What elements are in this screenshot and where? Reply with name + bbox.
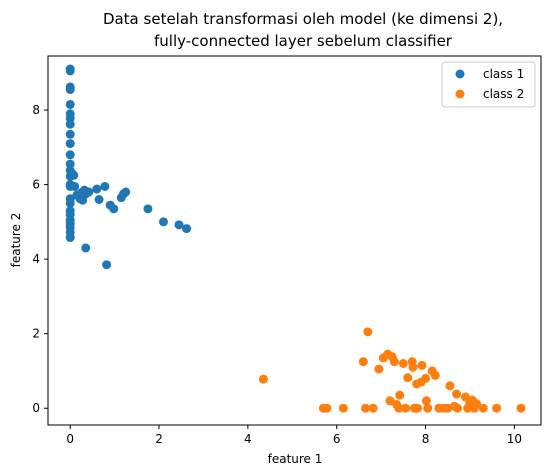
data-point-class-2 — [417, 360, 427, 370]
data-point-class-2 — [453, 403, 462, 413]
chart-title-line-1: Data setelah transformasi oleh model (ke… — [103, 10, 503, 28]
data-points — [65, 64, 526, 413]
data-point-class-1 — [65, 99, 75, 109]
y-tick-label: 4 — [32, 252, 40, 266]
data-point-class-2 — [358, 357, 368, 367]
data-point-class-1 — [70, 181, 80, 191]
data-point-class-1 — [81, 243, 91, 253]
data-point-class-1 — [94, 195, 104, 204]
plot-area-frame — [47, 55, 542, 426]
data-point-class-1 — [65, 150, 75, 160]
data-point-class-2 — [423, 403, 433, 413]
data-point-class-2 — [413, 403, 423, 413]
data-point-class-2 — [258, 374, 268, 384]
data-point-class-1 — [65, 139, 75, 149]
legend-marker-class-1 — [455, 69, 465, 79]
data-point-class-1 — [174, 220, 184, 230]
data-point-class-1 — [65, 198, 75, 208]
data-point-class-2 — [368, 403, 378, 413]
data-point-class-2 — [322, 403, 332, 413]
data-point-class-1 — [65, 66, 75, 76]
data-point-class-2 — [445, 381, 455, 391]
data-point-class-1 — [100, 181, 110, 191]
data-point-class-1 — [109, 204, 119, 214]
legend: class 1 class 2 — [441, 61, 536, 108]
data-point-class-2 — [363, 327, 373, 337]
data-point-class-2 — [472, 399, 482, 409]
y-tick-label: 2 — [32, 327, 40, 341]
data-point-class-2 — [430, 370, 440, 380]
y-axis-label: feature 2 — [9, 213, 23, 268]
data-point-class-2 — [394, 403, 404, 413]
data-point-class-2 — [421, 373, 431, 383]
data-point-class-1 — [158, 217, 168, 227]
data-point-class-1 — [182, 224, 192, 234]
data-point-class-2 — [389, 357, 399, 367]
data-point-class-2 — [385, 396, 395, 406]
chart-title-line-2: fully-connected layer sebelum classifier — [154, 32, 453, 50]
x-tick-label: 4 — [244, 432, 252, 446]
data-point-class-1 — [143, 204, 153, 214]
y-tick-label: 8 — [32, 103, 40, 117]
data-point-class-2 — [361, 403, 371, 413]
data-point-class-2 — [403, 373, 413, 383]
data-point-class-1 — [121, 187, 131, 197]
data-point-class-1 — [65, 129, 75, 139]
y-axis-ticks: 0 2 4 6 8 — [32, 103, 48, 415]
legend-marker-class-2 — [455, 89, 465, 99]
data-point-class-2 — [478, 403, 488, 413]
data-point-class-2 — [338, 403, 348, 413]
data-point-class-2 — [395, 390, 405, 400]
data-point-class-2 — [401, 403, 411, 413]
legend-label-class-1: class 1 — [483, 67, 524, 81]
data-point-class-1 — [84, 187, 94, 197]
data-point-class-1 — [65, 159, 75, 169]
x-tick-label: 2 — [155, 432, 163, 446]
data-point-class-1 — [92, 184, 102, 194]
data-point-class-2 — [421, 396, 431, 406]
data-point-class-2 — [492, 403, 502, 413]
data-point-class-2 — [452, 389, 462, 399]
y-tick-label: 6 — [32, 178, 40, 192]
data-point-class-1 — [69, 170, 79, 180]
data-point-class-1 — [65, 119, 75, 129]
x-tick-label: 0 — [66, 432, 74, 446]
legend-label-class-2: class 2 — [483, 87, 524, 101]
x-axis-ticks: 0 2 4 6 8 10 — [66, 425, 522, 446]
data-point-class-2 — [398, 359, 408, 368]
x-tick-label: 10 — [507, 432, 522, 446]
x-axis-label: feature 1 — [268, 452, 323, 466]
data-point-class-1 — [65, 85, 75, 95]
x-tick-label: 6 — [333, 432, 341, 446]
legend-box — [441, 61, 536, 108]
data-point-class-2 — [374, 364, 384, 374]
x-tick-label: 8 — [422, 432, 430, 446]
data-point-class-1 — [102, 260, 112, 270]
data-point-class-1 — [65, 233, 75, 243]
data-point-class-2 — [408, 362, 418, 372]
chart-title: Data setelah transformasi oleh model (ke… — [103, 10, 503, 50]
data-point-class-2 — [516, 403, 526, 413]
y-tick-label: 0 — [32, 401, 40, 415]
